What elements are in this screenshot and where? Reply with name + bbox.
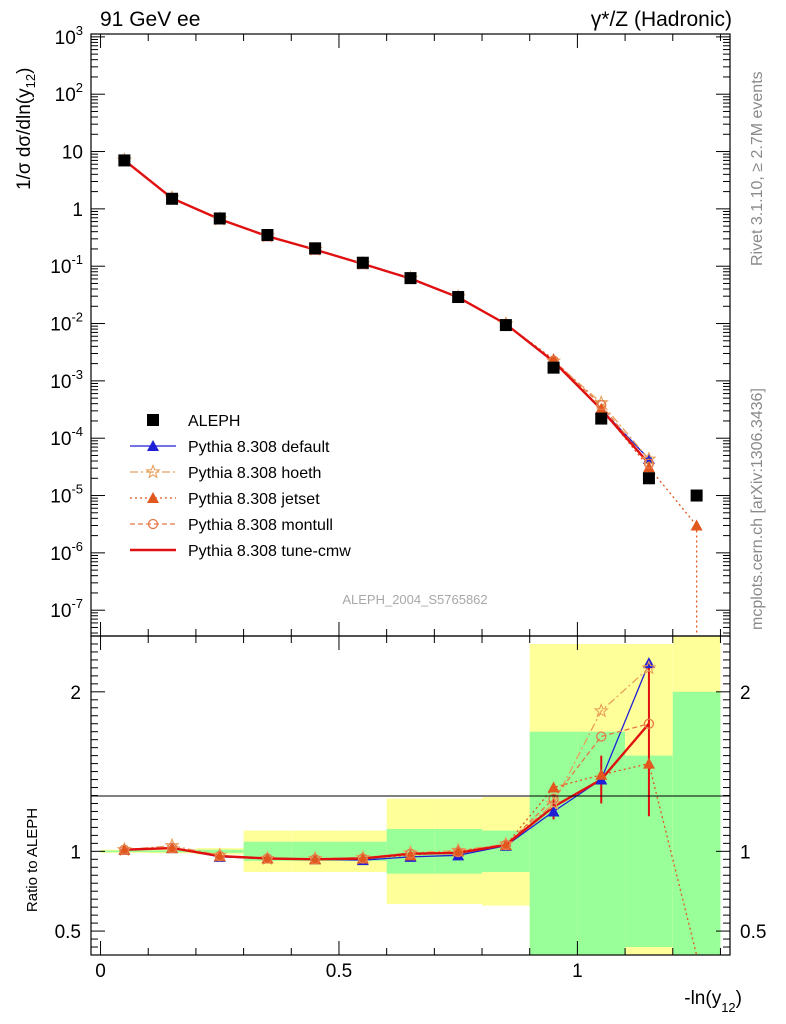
legend-marker-3 <box>147 492 159 503</box>
legend-label-0: ALEPH <box>188 413 240 430</box>
legend-label-4: Pythia 8.308 montull <box>188 517 333 534</box>
main-ytick-label: 103 <box>55 23 83 49</box>
main-ytick-label: 102 <box>55 80 83 106</box>
aleph-point-9 <box>547 361 560 374</box>
ratio-ytick-label-right: 0.5 <box>740 922 766 943</box>
main-ytick-label: 10-5 <box>50 482 83 508</box>
main-marker-3-10 <box>596 399 607 411</box>
main-y-axis-label: 1/σ dσ/dln(y12) <box>14 68 38 190</box>
main-marker-3-11 <box>643 458 655 469</box>
ratio-marker-2-7 <box>452 845 465 857</box>
ratio-marker-3-10 <box>596 731 607 742</box>
ratio-marker-2-10 <box>595 768 608 780</box>
ratio-line-4 <box>124 722 650 861</box>
aleph-point-10 <box>595 412 608 425</box>
aleph-point-8 <box>499 319 512 332</box>
ratio-marker-3-4 <box>309 854 321 865</box>
axis-tick-labels: 10-710-610-510-410-310-210-11101021030.5… <box>50 23 766 982</box>
aleph-point-0 <box>118 154 131 167</box>
main-ytick-label: 10-4 <box>50 424 83 450</box>
legend: ALEPH Pythia 8.308 default Pythia 8.308 ho… <box>130 413 351 560</box>
ratio-marker-2-5 <box>356 852 369 864</box>
ratio-marker-2-3 <box>261 852 274 864</box>
ratio-y-axis-label: Ratio to ALEPH <box>24 808 41 912</box>
ratio-marker-2-8 <box>499 838 512 850</box>
ratio-ytick-label-right: 2 <box>740 683 751 704</box>
main-series-lines <box>123 159 698 636</box>
side-label-bottom: mcplots.cern.ch [arXiv:1306.3436] <box>749 388 766 630</box>
ratio-ytick-label-right: 1 <box>740 842 751 863</box>
ratio-ytick-label-left: 2 <box>70 683 81 704</box>
aleph-point-2 <box>213 212 226 225</box>
ratio-marker-3-9 <box>548 793 559 804</box>
legend-label-1: Pythia 8.308 default <box>188 439 330 456</box>
main-ytick-label: 10-7 <box>50 596 83 622</box>
legend-label-5: Pythia 8.308 tune-cmw <box>188 543 351 560</box>
legend-marker-2 <box>145 463 161 479</box>
main-plot-frame <box>90 33 731 637</box>
aleph-point-1 <box>166 192 179 205</box>
legend-marker-0 <box>147 414 159 426</box>
title-right: γ*/Z (Hadronic) <box>591 8 732 31</box>
legend-label-3: Pythia 8.308 jetset <box>188 491 320 508</box>
xtick-label: 0 <box>95 961 106 982</box>
main-ytick-label: 10-1 <box>50 252 83 278</box>
ratio-marker-2-11 <box>642 757 655 769</box>
xtick-label: 0.5 <box>326 961 352 982</box>
ratio-marker-1-11 <box>641 659 657 675</box>
ratio-marker-3-7 <box>453 846 464 858</box>
axes-ticks <box>91 34 730 956</box>
ratio-marker-3-3 <box>262 853 273 864</box>
ratio-marker-2-9 <box>547 781 560 793</box>
main-line-4 <box>123 159 650 465</box>
analysis-label: ALEPH_2004_S5765862 <box>342 592 487 607</box>
band-green-9 <box>529 731 578 955</box>
data-markers <box>116 152 703 866</box>
ratio-marker-3-5 <box>357 853 368 864</box>
aleph-point-11 <box>642 472 655 485</box>
main-marker-2-11 <box>642 461 655 473</box>
main-ytick-label: 10-2 <box>50 310 83 336</box>
ratio-marker-3-6 <box>405 848 416 859</box>
main-marker-2-12 <box>690 519 703 531</box>
main-ytick-label: 1 <box>72 200 83 221</box>
ratio-marker-2-2 <box>213 850 226 862</box>
ratio-ytick-label-left: 0.5 <box>55 922 81 943</box>
main-marker-2-10 <box>595 402 608 414</box>
ratio-marker-3-8 <box>500 839 512 851</box>
title-left: 91 GeV ee <box>100 8 200 31</box>
x-axis-label: -ln(y12) <box>684 988 742 1015</box>
ratio-marker-3-11 <box>643 718 655 729</box>
ratio-marker-3-0 <box>119 844 130 855</box>
ratio-marker-2-1 <box>166 842 179 854</box>
ratio-ytick-label-left: 1 <box>70 842 81 863</box>
ratio-marker-1-10 <box>593 702 609 718</box>
legend-label-2: Pythia 8.308 hoeth <box>188 465 321 482</box>
xtick-label: 1 <box>572 961 583 982</box>
aleph-point-7 <box>452 291 465 304</box>
aleph-point-4 <box>309 242 322 255</box>
main-marker-2-9 <box>547 353 560 365</box>
main-ytick-label: 10-6 <box>50 539 83 565</box>
ratio-marker-2-4 <box>309 853 322 865</box>
aleph-point-3 <box>261 229 274 242</box>
ratio-marker-3-1 <box>166 842 178 854</box>
ratio-marker-3-2 <box>214 850 225 862</box>
ratio-marker-0-9 <box>547 805 560 817</box>
ratio-marker-1-9 <box>545 795 562 810</box>
side-label-top: Rivet 3.1.10, ≥ 2.7M events <box>749 71 766 266</box>
aleph-point-5 <box>356 256 369 269</box>
band-green-12 <box>672 691 721 955</box>
main-ytick-label: 10 <box>62 143 83 164</box>
main-ytick-label: 10-3 <box>50 367 83 393</box>
ratio-marker-2-0 <box>118 843 131 855</box>
aleph-point-6 <box>404 272 417 285</box>
aleph-point-12 <box>690 489 703 502</box>
